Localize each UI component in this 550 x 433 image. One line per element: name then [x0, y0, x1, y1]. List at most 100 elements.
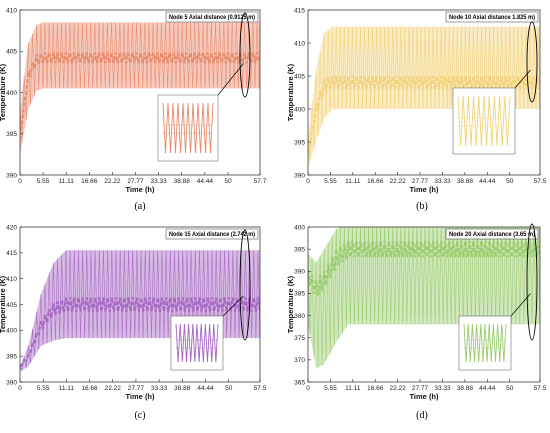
y-tick-label: 410 [6, 276, 17, 283]
x-tick-label: 44.44 [479, 385, 496, 392]
inset-wave [457, 95, 511, 147]
y-tick-label: 410 [294, 40, 305, 47]
x-tick-label: 57.5 [534, 385, 547, 392]
x-tick-label: 0 [306, 385, 310, 392]
inset-wave [162, 102, 214, 154]
panel-caption: (a) [134, 201, 145, 212]
x-tick-label: 44.44 [479, 178, 496, 185]
x-tick-label: 27.77 [412, 385, 429, 392]
zoom-ellipse [239, 229, 251, 341]
x-tick-label: 57.5 [254, 385, 267, 392]
x-axis-label: Time (h) [409, 392, 439, 401]
x-tick-label: 44.44 [197, 385, 214, 392]
x-tick-label: 38.88 [457, 385, 474, 392]
legend-label: Node 10 Axial distance 1.825 m) [449, 15, 535, 21]
x-tick-label: 16.66 [367, 178, 384, 185]
x-tick-label: 27.77 [128, 385, 145, 392]
x-tick-label: 16.66 [367, 385, 384, 392]
zoom-ellipse [239, 12, 251, 98]
panel-3: 0 5.55 11.11 16.66 22.22 27.77 33.33 38.88 44.44… [0, 224, 267, 421]
y-tick-label: 370 [294, 357, 305, 364]
x-tick-label: 22.22 [390, 385, 407, 392]
y-tick-label: 390 [6, 172, 17, 179]
x-axis-label: Time (h) [125, 185, 155, 194]
y-tick-label: 415 [6, 250, 17, 257]
y-tick-label: 395 [6, 353, 17, 360]
x-tick-label: 33.33 [434, 178, 451, 185]
x-tick-label: 33.33 [150, 178, 167, 185]
y-tick-label: 390 [294, 269, 305, 276]
y-tick-label: 390 [294, 172, 305, 179]
x-tick-label: 27.77 [412, 178, 429, 185]
oscillation-line [308, 26, 540, 162]
x-tick-label: 22.22 [104, 178, 121, 185]
legend-box [165, 11, 259, 23]
panel-1: 0 5.55 11.11 16.66 22.22 27.77 33.33 38.88 44.44… [0, 7, 267, 212]
x-tick-label: 11.11 [59, 178, 75, 185]
series-band [308, 26, 540, 169]
zoom-ellipse [526, 223, 538, 341]
y-tick-label: 405 [294, 73, 305, 80]
y-axis-label: Temperature (K) [286, 275, 295, 333]
x-tick-label: 0 [18, 385, 22, 392]
mean-line [308, 240, 540, 296]
y-tick-label: 415 [294, 7, 305, 14]
panel-2: 0 5.55 11.11 16.66 22.22 27.77 33.33 38.88 44.44… [286, 7, 547, 212]
y-tick-label: 395 [294, 139, 305, 146]
y-tick-label: 390 [6, 379, 17, 386]
x-tick-label: 27.77 [127, 178, 144, 185]
x-tick-label: 0 [18, 178, 22, 185]
envelope-area [308, 26, 540, 169]
x-axis-label: Time (h) [409, 185, 439, 194]
x-tick-label: 22.22 [390, 178, 407, 185]
panel-caption: (d) [416, 410, 428, 421]
axes-frame [307, 226, 541, 383]
y-tick-label: 365 [294, 379, 305, 386]
y-axis-label: Temperature (K) [0, 63, 7, 121]
x-tick-label: 57.5 [534, 178, 547, 185]
mean-line [308, 75, 540, 153]
y-tick-label: 410 [6, 7, 17, 14]
series-band [308, 227, 540, 369]
series-band [20, 250, 260, 372]
x-tick-label: 16.66 [81, 178, 98, 185]
panel-caption: (c) [134, 410, 145, 421]
y-tick-label: 385 [294, 291, 305, 298]
axes-frame [307, 9, 541, 176]
x-tick-label: 5.55 [37, 178, 50, 185]
x-tick-label: 5.55 [324, 385, 337, 392]
y-tick-label: 380 [294, 313, 305, 320]
x-tick-label: 5.55 [37, 385, 50, 392]
x-tick-label: 11.11 [345, 385, 361, 392]
inset-wave [175, 323, 219, 363]
legend-label: Node 15 Axial distance (2.742 m) [169, 232, 255, 238]
x-tick-label: 44.44 [197, 178, 214, 185]
x-tick-label: 50 [506, 178, 514, 185]
legend-box [165, 228, 259, 240]
y-tick-label: 420 [6, 224, 17, 231]
y-tick-label: 400 [294, 106, 305, 113]
inset-connector [514, 69, 531, 89]
y-tick-label: 400 [294, 224, 305, 231]
inset-connector [222, 295, 244, 317]
mean-line [20, 52, 260, 131]
x-tick-label: 33.33 [151, 385, 168, 392]
oscillation-line [20, 250, 260, 372]
x-tick-label: 11.11 [345, 178, 361, 185]
inset-connector [510, 293, 531, 317]
x-tick-label: 57.7 [254, 178, 267, 185]
y-tick-label: 395 [6, 131, 17, 138]
x-tick-label: 33.33 [434, 385, 451, 392]
y-tick-label: 400 [6, 328, 17, 335]
y-tick-label: 395 [294, 246, 305, 253]
x-tick-label: 0 [306, 178, 310, 185]
x-tick-label: 38.88 [174, 385, 191, 392]
y-tick-label: 405 [6, 302, 17, 309]
panel-4: 0 5.55 11.11 16.66 22.22 27.77 33.33 38.88 44.44… [286, 223, 547, 421]
x-tick-label: 22.22 [105, 385, 122, 392]
x-tick-label: 50 [225, 385, 233, 392]
x-tick-label: 16.66 [81, 385, 98, 392]
x-tick-label: 50 [506, 385, 514, 392]
y-tick-label: 400 [6, 90, 17, 97]
